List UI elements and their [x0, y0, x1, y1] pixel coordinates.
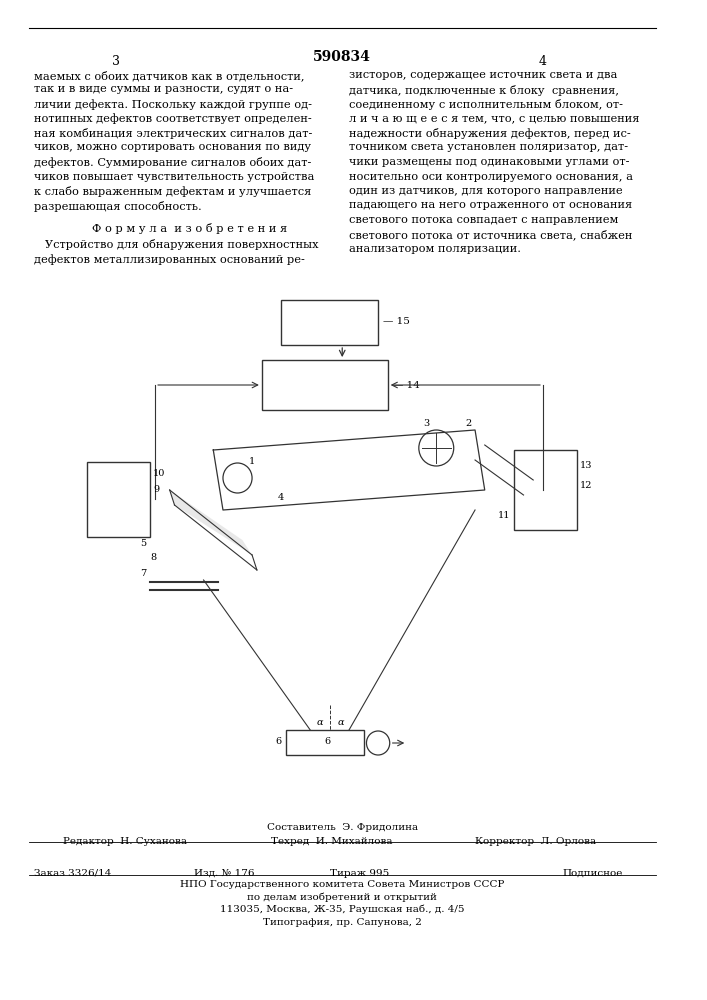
Text: 9: 9	[153, 486, 159, 494]
Text: маемых с обоих датчиков как в отдельности,: маемых с обоих датчиков как в отдельност…	[34, 70, 305, 81]
Text: 5: 5	[141, 538, 146, 548]
Text: 7: 7	[141, 570, 146, 578]
Text: 8: 8	[150, 554, 156, 562]
Text: точником света установлен поляризатор, дат-: точником света установлен поляризатор, д…	[349, 142, 628, 152]
Text: 3: 3	[112, 55, 120, 68]
Text: 6: 6	[275, 738, 281, 746]
Text: 3: 3	[423, 420, 430, 428]
Text: надежности обнаружения дефектов, перед ис-: надежности обнаружения дефектов, перед и…	[349, 128, 631, 139]
Text: падающего на него отраженного от основания: падающего на него отраженного от основан…	[349, 200, 632, 211]
Text: анализатором поляризации.: анализатором поляризации.	[349, 244, 521, 254]
Text: светового потока от источника света, снабжен: светового потока от источника света, сна…	[349, 230, 632, 240]
Text: — 15: — 15	[383, 318, 410, 326]
Text: так и в виде суммы и разности, судят о на-: так и в виде суммы и разности, судят о н…	[34, 85, 293, 95]
Text: нотипных дефектов соответствует определен-: нотипных дефектов соответствует определе…	[34, 113, 312, 124]
Text: Типография, пр. Сапунова, 2: Типография, пр. Сапунова, 2	[263, 918, 421, 927]
Polygon shape	[170, 490, 252, 555]
Text: Устройство для обнаружения поверхностных: Устройство для обнаружения поверхностных	[34, 239, 318, 250]
Text: зисторов, содержащее источник света и два: зисторов, содержащее источник света и дв…	[349, 70, 617, 80]
Text: 4: 4	[278, 493, 284, 502]
Bar	[281, 300, 378, 345]
Text: чики размещены под одинаковыми углами от-: чики размещены под одинаковыми углами от…	[349, 157, 629, 167]
Text: 13: 13	[580, 460, 592, 470]
Text: дефектов металлизированных оснований ре-: дефектов металлизированных оснований ре-	[34, 254, 305, 265]
Text: 4: 4	[539, 55, 547, 68]
Text: 2: 2	[465, 420, 472, 428]
Text: 113035, Москва, Ж-35, Раушская наб., д. 4/5: 113035, Москва, Ж-35, Раушская наб., д. …	[220, 905, 464, 914]
Text: по делам изобретений и открытий: по делам изобретений и открытий	[247, 893, 437, 902]
Text: чиков повышает чувствительность устройства: чиков повышает чувствительность устройст…	[34, 172, 315, 182]
Text: — 14: — 14	[392, 380, 419, 389]
Bar	[87, 462, 151, 537]
Text: датчика, подключенные к блоку  сравнения,: датчика, подключенные к блоку сравнения,	[349, 85, 619, 96]
Text: соединенному с исполнительным блоком, от-: соединенному с исполнительным блоком, от…	[349, 99, 623, 110]
Text: α: α	[317, 718, 323, 727]
Bar	[262, 360, 388, 410]
Text: 6: 6	[325, 738, 331, 746]
Text: личии дефекта. Поскольку каждой группе од-: личии дефекта. Поскольку каждой группе о…	[34, 99, 312, 110]
Text: чиков, можно сортировать основания по виду: чиков, можно сортировать основания по ви…	[34, 142, 311, 152]
Text: Редактор  Н. Суханова: Редактор Н. Суханова	[63, 837, 187, 846]
Text: ная комбинация электрических сигналов дат-: ная комбинация электрических сигналов да…	[34, 128, 312, 139]
Text: Тираж 995: Тираж 995	[329, 869, 389, 878]
Text: 10: 10	[153, 470, 165, 479]
Text: Изд. № 176: Изд. № 176	[194, 869, 255, 878]
Text: Ф о р м у л а  и з о б р е т е н и я: Ф о р м у л а и з о б р е т е н и я	[92, 223, 287, 234]
Text: к слабо выраженным дефектам и улучшается: к слабо выраженным дефектам и улучшается	[34, 186, 311, 197]
Text: 12: 12	[580, 481, 592, 489]
Text: α: α	[338, 718, 344, 727]
Bar	[514, 450, 577, 530]
Text: 1: 1	[249, 458, 255, 466]
Text: 590834: 590834	[313, 50, 371, 64]
Bar	[286, 730, 363, 755]
Text: Техред  И. Михайлова: Техред И. Михайлова	[271, 837, 393, 846]
Text: 11: 11	[498, 510, 510, 520]
Text: носительно оси контролируемого основания, а: носительно оси контролируемого основания…	[349, 172, 633, 182]
Text: разрешающая способность.: разрешающая способность.	[34, 200, 201, 212]
Text: Заказ 3326/14: Заказ 3326/14	[34, 869, 111, 878]
Text: светового потока совпадает с направлением: светового потока совпадает с направление…	[349, 215, 619, 225]
Text: Корректор  Л. Орлова: Корректор Л. Орлова	[475, 837, 596, 846]
Text: НПО Государственного комитета Совета Министров СССР: НПО Государственного комитета Совета Мин…	[180, 880, 504, 889]
Text: Составитель  Э. Фридолина: Составитель Э. Фридолина	[267, 823, 418, 832]
Text: один из датчиков, для которого направление: один из датчиков, для которого направлен…	[349, 186, 623, 196]
Text: л и ч а ю щ е е с я тем, что, с целью повышения: л и ч а ю щ е е с я тем, что, с целью по…	[349, 113, 640, 123]
Text: дефектов. Суммирование сигналов обоих дат-: дефектов. Суммирование сигналов обоих да…	[34, 157, 311, 168]
Text: Подписное: Подписное	[562, 869, 622, 878]
